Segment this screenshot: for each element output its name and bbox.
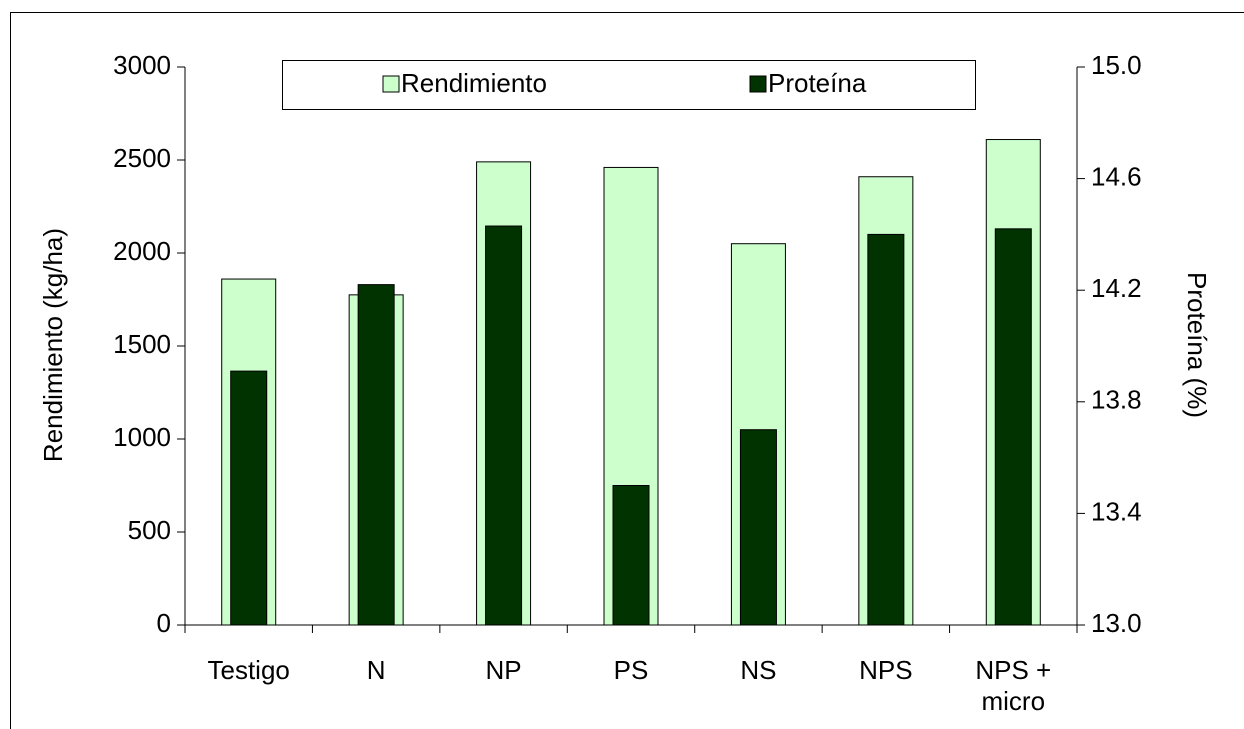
legend-swatch [749,75,767,93]
legend-swatch [382,75,400,93]
y-tick-label: 2500 [113,143,171,173]
x-tick-label: NS [740,655,777,685]
bar [230,370,268,626]
bar [867,233,905,626]
y2-tick-label: 13.0 [1091,608,1142,638]
y-axis-title: Rendimiento (kg/ha) [38,228,68,462]
y2-axis-title: Proteína (%) [1182,272,1212,418]
bar [612,485,650,626]
y-tick-label: 0 [157,608,171,638]
bar [357,284,395,626]
y2-tick-label: 13.8 [1091,385,1142,415]
y2-tick-label: 13.4 [1091,496,1142,526]
legend-label: Rendimiento [401,68,547,98]
bar [739,429,777,626]
y2-tick-label: 14.6 [1091,161,1142,191]
chart-frame [10,12,1244,729]
x-tick-label: NPS [859,655,913,685]
x-tick-label: Testigo [207,655,290,685]
x-tick-label: N [366,655,386,685]
y2-tick-label: 14.2 [1091,273,1142,303]
bar [485,225,523,626]
bar [994,228,1032,626]
y-tick-label: 3000 [113,50,171,80]
y-tick-label: 2000 [113,236,171,266]
y2-tick-label: 15.0 [1091,50,1142,80]
x-tick-label: NPS + micro [975,655,1052,716]
legend-label: Proteína [768,68,867,98]
x-tick-label: PS [613,655,649,685]
x-tick-label: NP [485,655,522,685]
y-tick-label: 1000 [113,422,171,452]
y-tick-label: 500 [128,515,171,545]
y-tick-label: 1500 [113,329,171,359]
